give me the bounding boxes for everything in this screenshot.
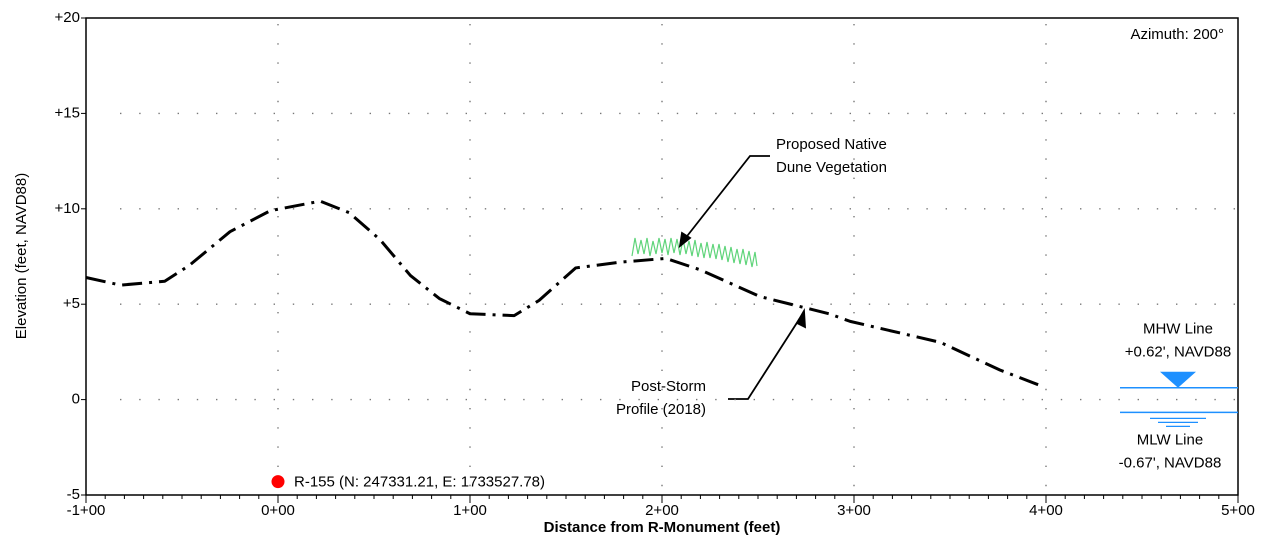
annotation-arrows <box>678 155 806 400</box>
y-tick-label: +20 <box>55 9 80 26</box>
monument-point <box>271 475 285 489</box>
x-tick-label: 3+00 <box>837 502 871 519</box>
x-tick-label: 4+00 <box>1029 502 1063 519</box>
mhw-name: MHW Line <box>1143 321 1213 338</box>
mhw-symbol <box>1160 371 1196 388</box>
x-tick-label: -1+00 <box>67 502 106 519</box>
x-tick-label: 0+00 <box>261 502 295 519</box>
y-axis-title: Elevation (feet, NAVD88) <box>13 173 30 339</box>
y-tick-label: +15 <box>55 104 80 121</box>
mlw-name: MLW Line <box>1137 431 1203 448</box>
vegetation-label: Proposed Native <box>776 136 887 153</box>
profile-label: Post-Storm <box>631 378 706 395</box>
y-tick-label: 0 <box>72 391 80 408</box>
y-tick-label: +10 <box>55 200 80 217</box>
mlw-label: -0.67', NAVD88 <box>1119 454 1222 471</box>
azimuth: Azimuth: 200° <box>1130 26 1224 43</box>
monument-label: R-155 (N: 247331.21, E: 1733527.78) <box>294 474 545 491</box>
x-tick-label: 2+00 <box>645 502 679 519</box>
y-tick-label: -5 <box>67 486 80 503</box>
profile-label: Profile (2018) <box>616 401 706 418</box>
x-axis-title: Distance from R-Monument (feet) <box>544 519 781 536</box>
vegetation-label: Dune Vegetation <box>776 159 887 176</box>
x-tick-label: 5+00 <box>1221 502 1255 519</box>
vegetation <box>631 237 758 268</box>
plot-frame <box>85 17 1239 496</box>
mhw-label: +0.62', NAVD88 <box>1125 344 1231 361</box>
y-tick-label: +5 <box>63 295 80 312</box>
profile-line <box>85 199 1043 388</box>
x-tick-label: 1+00 <box>453 502 487 519</box>
